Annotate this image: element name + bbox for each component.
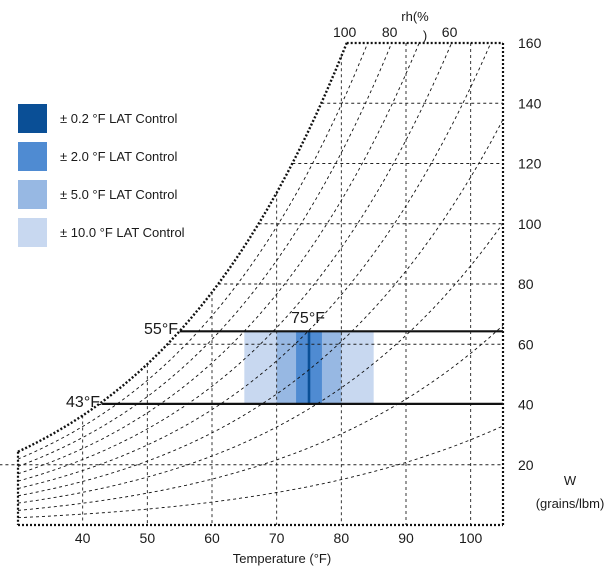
legend-swatch [18,104,47,133]
y-tick-label: 40 [518,397,534,413]
y-tick-label: 100 [518,216,542,232]
legend-label: ± 10.0 °F LAT Control [60,225,185,240]
rh-tick-label: 80 [382,24,398,40]
x-axis-label: Temperature (°F) [233,551,331,566]
rh-curve [17,324,504,511]
rh-curve [17,42,453,482]
chart-labels: W (grains/lbm) Temperature (°F) rh(% ) 5… [66,9,604,566]
y-axis-unit-label: (grains/lbm) [536,496,605,511]
y-axis-label: W [564,473,577,488]
y-tick-label: 120 [518,156,542,172]
rh-label-paren: ) [423,28,427,43]
rh-curve [17,119,504,497]
x-tick-label: 70 [269,530,285,546]
legend-swatch [18,180,47,209]
legend-label: ± 2.0 °F LAT Control [60,149,178,164]
setpoint-label: 75°F [291,310,325,327]
rh-label: rh(% [401,9,429,24]
rh-tick-label: 100 [333,24,357,40]
limit-label-upper: 55°F [144,321,178,338]
legend-item: ± 10.0 °F LAT Control [18,218,238,248]
rh-curve [17,42,420,475]
rh-curve [17,42,369,460]
control-band [307,331,311,404]
x-tick-label: 60 [204,530,220,546]
y-tick-label: 80 [518,276,534,292]
y-tick-label: 160 [518,35,542,51]
y-tick-label: 140 [518,95,542,111]
x-tick-label: 40 [75,530,91,546]
legend-label: ± 0.2 °F LAT Control [60,111,178,126]
legend-item: ± 2.0 °F LAT Control [18,142,238,172]
x-tick-label: 100 [459,530,483,546]
rh-curve [17,42,393,467]
rh-curve [17,425,504,519]
y-tick-label: 20 [518,457,534,473]
legend-item: ± 5.0 °F LAT Control [18,180,238,210]
legend-swatch [18,218,47,247]
x-tick-label: 90 [398,530,414,546]
limit-lines [102,330,503,405]
limit-label-lower: 43°F [66,394,100,411]
legend-item: ± 0.2 °F LAT Control [18,104,238,134]
y-tick-label: 60 [518,336,534,352]
legend-label: ± 5.0 °F LAT Control [60,187,178,202]
rh-curve [17,222,504,504]
x-tick-label: 50 [140,530,156,546]
rh-curves: 100 80 60 [17,24,504,519]
rh-tick-label: 60 [442,24,458,40]
rh-curve [17,42,492,489]
legend-swatch [18,142,47,171]
x-tick-label: 80 [334,530,350,546]
control-bands [244,331,374,404]
